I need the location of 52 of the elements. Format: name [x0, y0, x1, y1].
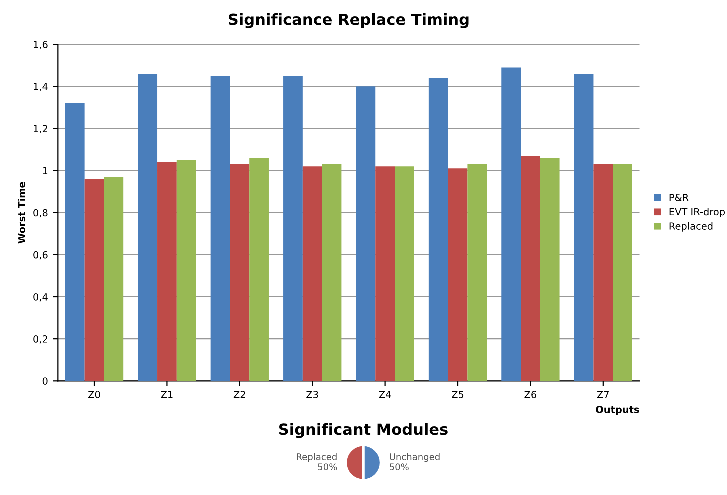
- x-tick-label: Z2: [234, 391, 246, 398]
- y-tick-label: 0: [42, 378, 48, 385]
- bar: [302, 166, 322, 382]
- y-tick-label: 0,2: [34, 336, 48, 344]
- slice-label: Unchanged: [390, 453, 440, 462]
- bar: [250, 158, 269, 382]
- x-tick-label: Z5: [452, 391, 464, 398]
- slice-label: Replaced: [297, 453, 337, 462]
- bar: [322, 164, 342, 382]
- bar: [613, 164, 632, 382]
- bar: [540, 158, 560, 382]
- chart-title: Significance Replace Timing: [228, 13, 469, 28]
- x-tick-label: Z3: [306, 391, 318, 398]
- bar: [448, 168, 468, 382]
- bar: [284, 76, 303, 382]
- bar: [84, 179, 104, 382]
- y-tick-label: 1: [43, 167, 48, 174]
- bar: [376, 166, 396, 382]
- legend-label: Replaced: [670, 222, 713, 232]
- legend-label: P&R: [670, 194, 689, 202]
- data-label: 50%: [318, 464, 338, 470]
- chart-title: Significant Modules: [279, 423, 448, 438]
- bar: [395, 166, 414, 382]
- bar: [574, 74, 594, 382]
- bar: [65, 103, 85, 382]
- y-tick-label: 0,4: [34, 293, 48, 302]
- y-axis-title: Worst Time: [18, 182, 26, 244]
- bar: [138, 74, 158, 382]
- y-tick-label: 1,6: [34, 41, 48, 50]
- bar: [230, 164, 250, 382]
- x-tick-label: Z6: [524, 391, 537, 398]
- bar: [356, 86, 376, 382]
- bar: [502, 68, 522, 382]
- bar: [210, 76, 230, 382]
- x-tick-label: Z0: [88, 391, 100, 398]
- y-tick-label: 1,2: [34, 125, 48, 134]
- legend-label: EVT IR-drop: [670, 208, 726, 218]
- x-tick-label: Z4: [379, 391, 392, 398]
- y-tick-label: 0,8: [34, 209, 48, 218]
- bar: [176, 160, 196, 382]
- y-tick-label: 1,4: [34, 83, 48, 92]
- x-tick-label: Z7: [597, 391, 609, 398]
- x-axis-title: Outputs: [596, 406, 640, 416]
- bar: [468, 164, 488, 382]
- bar: [104, 177, 124, 382]
- data-label: 50%: [390, 464, 409, 470]
- bar: [594, 164, 614, 382]
- x-tick-label: Z1: [161, 391, 173, 398]
- bar: [158, 162, 177, 382]
- y-tick-label: 0,6: [34, 251, 48, 260]
- bar: [428, 78, 448, 382]
- bar: [521, 156, 540, 382]
